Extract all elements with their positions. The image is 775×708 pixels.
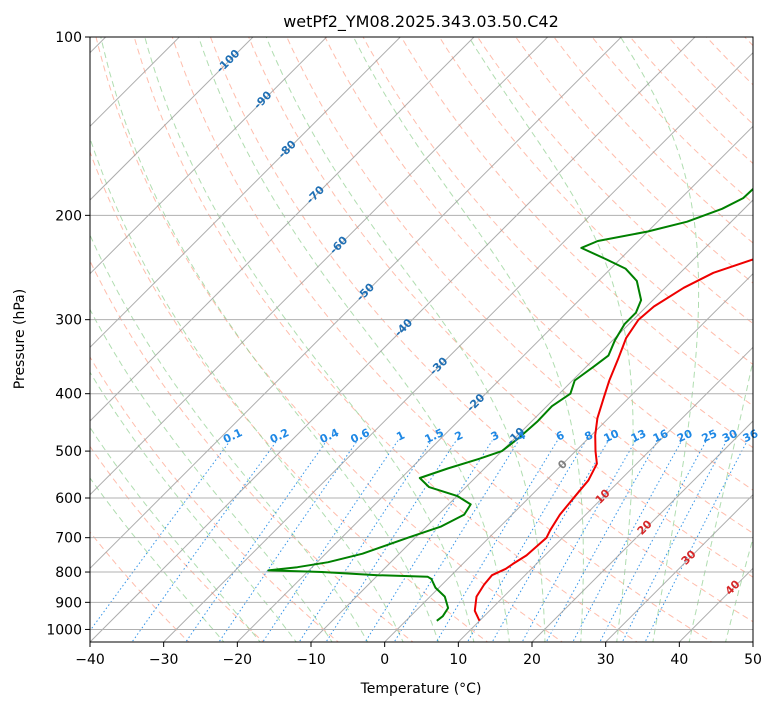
dewpoint-profile-line	[267, 187, 753, 622]
isotherm-line	[90, 37, 402, 349]
mixing-ratio-line	[521, 440, 637, 642]
y-tick-label: 200	[55, 208, 82, 224]
temperature-profile-line	[473, 258, 753, 622]
mixing-ratio-label: 10	[602, 427, 622, 445]
isotherm-line	[604, 493, 753, 642]
mixing-ratio-label: 16	[651, 427, 671, 445]
mixing-ratio-label: 36	[741, 427, 761, 445]
dry-adiabat-line	[90, 259, 414, 642]
moist-adiabat-line	[90, 233, 369, 642]
x-tick-label: −10	[296, 652, 326, 668]
isotherm-line	[162, 51, 753, 642]
x-tick-label: −20	[223, 652, 253, 668]
y-tick-label: 700	[55, 531, 82, 547]
isotherm-line	[383, 272, 753, 642]
y-tick-label: 100	[55, 30, 82, 46]
mixing-ratio-line	[364, 440, 493, 642]
mixing-ratio-line	[621, 440, 728, 642]
isotherm-line	[90, 37, 549, 496]
mixing-ratio-line	[325, 440, 457, 642]
y-tick-label: 400	[55, 387, 82, 403]
mixing-ratio-label: 25	[700, 427, 719, 445]
mixing-ratio-line	[491, 440, 609, 642]
mixing-ratio-line	[435, 440, 558, 642]
dry-adiabat-line	[90, 150, 489, 642]
isotherm-line	[90, 37, 696, 642]
x-tick-label: 20	[523, 652, 541, 668]
x-tick-label: −40	[75, 652, 105, 668]
mixing-ratio-line	[185, 440, 328, 642]
x-tick-label: 30	[597, 652, 615, 668]
y-tick-label: 600	[55, 491, 82, 507]
isotherm-line	[90, 37, 475, 422]
y-tick-label: 300	[55, 313, 82, 329]
y-tick-label: 500	[55, 444, 82, 460]
mixing-ratio-line	[262, 440, 399, 642]
x-tick-label: −30	[149, 652, 179, 668]
chart-title: wetPf2_YM08.2025.343.03.50.C42	[283, 12, 559, 32]
isotherm-line	[90, 37, 328, 275]
mixing-ratio-label: 13	[629, 427, 648, 445]
x-tick-label: 10	[449, 652, 467, 668]
isotherm-line	[90, 37, 254, 201]
isotherm-line	[531, 420, 753, 642]
mixing-ratio-line	[545, 440, 659, 642]
mixing-ratio-line	[572, 440, 683, 642]
y-tick-label: 900	[55, 595, 82, 611]
mixing-ratio-label: 30	[720, 427, 740, 445]
isotherm-line	[457, 346, 753, 642]
mixing-ratio-line	[298, 440, 432, 642]
x-axis-label: Temperature (°C)	[360, 681, 482, 697]
plot-frame	[89, 36, 754, 643]
y-axis-label: Pressure (hPa)	[12, 289, 28, 389]
isotherm-line	[90, 37, 623, 570]
axes: −40 −30 −20 −10 0 10 20 30 40 50 1000 900 800 700 600 5…	[46, 30, 762, 668]
x-tick-label: 40	[670, 652, 688, 668]
profiles	[267, 187, 753, 622]
x-tick-label: 50	[744, 652, 762, 668]
mixing-ratio-line	[131, 440, 278, 642]
y-tick-label: 1000	[46, 622, 82, 638]
y-tick-label: 800	[55, 565, 82, 581]
x-tick-label: 0	[380, 652, 389, 668]
mixing-ratio-label: 20	[675, 427, 695, 445]
mixing-ratio-line	[599, 440, 707, 642]
isotherm-line	[236, 125, 753, 642]
